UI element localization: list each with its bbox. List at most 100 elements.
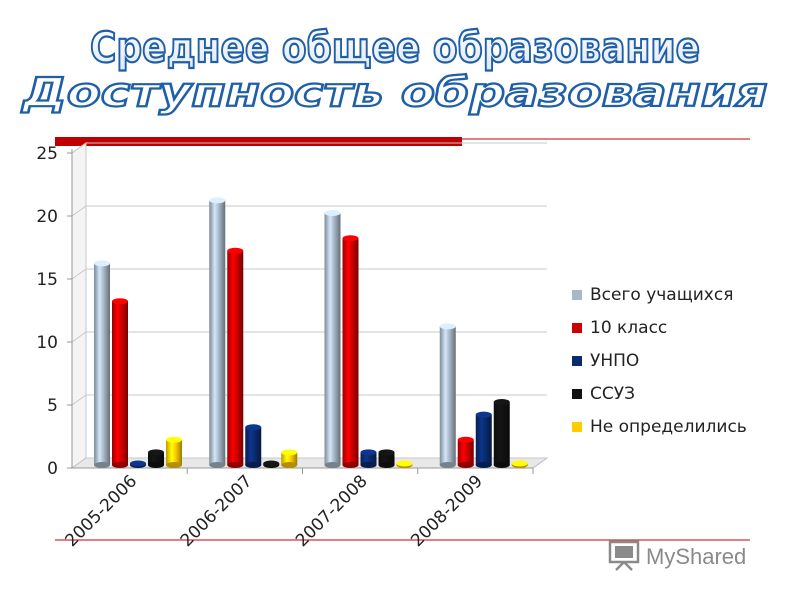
bar-body [324, 213, 341, 465]
bar-cap [378, 449, 395, 456]
bar-base [227, 462, 244, 468]
watermark: MyShared [608, 540, 746, 571]
bar-body [378, 452, 395, 465]
bar-body [281, 452, 298, 465]
bar-cap [281, 449, 298, 456]
y-tick-label: 15 [36, 270, 58, 290]
bar-body [94, 263, 110, 465]
bar [396, 460, 413, 468]
bar [166, 436, 182, 468]
bar-base [94, 462, 110, 468]
bar [130, 460, 146, 468]
bar-body [342, 238, 359, 465]
bar [324, 210, 341, 468]
y-tick-label: 10 [36, 333, 58, 353]
bar-base [324, 462, 341, 468]
bar [281, 449, 298, 468]
bar-base [245, 462, 262, 468]
bar [360, 449, 377, 468]
gridline-diag [71, 394, 87, 406]
axes [67, 149, 534, 474]
y-tick-label: 5 [47, 396, 58, 416]
bar-cap [166, 436, 182, 443]
bar [148, 449, 164, 468]
bar-cap [360, 449, 377, 456]
bar-cap [475, 411, 492, 418]
slide-title: Среднее общее образование [90, 23, 700, 72]
gridline-diag [71, 457, 87, 469]
legend-swatch [572, 356, 582, 366]
legend-swatch [572, 389, 582, 399]
red-accent-bar [55, 137, 462, 146]
bar [342, 235, 359, 468]
bar-base [342, 462, 359, 468]
x-tick-label: 2008-2009 [407, 471, 487, 551]
bar-base [378, 462, 395, 468]
gridline-diag [71, 331, 87, 343]
bar-body [227, 250, 244, 465]
bar [263, 460, 280, 468]
y-tick-label: 20 [36, 207, 58, 227]
bar-cap [457, 436, 474, 443]
bar-cap [324, 210, 341, 216]
bar-cap [396, 460, 413, 467]
bar-body [439, 326, 456, 465]
gridline-diag [71, 268, 87, 280]
presentation-icon [608, 540, 640, 571]
bar-cap [493, 399, 510, 405]
legend-label: 10 класс [590, 318, 667, 338]
watermark-text: MyShared [646, 544, 746, 569]
bar [511, 460, 528, 468]
bar [475, 411, 492, 468]
bar-body [245, 427, 262, 465]
bar-cap [112, 298, 128, 305]
legend-label: УНПО [590, 351, 639, 371]
bar-cap [227, 247, 244, 254]
bar-cap [94, 260, 110, 267]
bar-body [457, 439, 474, 465]
bar-base [148, 462, 164, 468]
bar [94, 260, 110, 468]
bar-base [360, 462, 377, 468]
side-wall [71, 142, 87, 469]
legend-label: Всего учащихся [590, 285, 733, 305]
x-tick-label: 2005-2006 [61, 471, 141, 551]
bar-base [439, 462, 456, 468]
bar-base [281, 462, 298, 468]
slide-subtitle: Доступность образования [20, 70, 767, 116]
bar-body [166, 439, 182, 465]
legend-swatch [572, 290, 582, 300]
legend-label: ССУЗ [590, 384, 635, 404]
bar-cap [342, 235, 359, 242]
gridline-diag [71, 205, 87, 217]
bar-base [112, 462, 128, 468]
bar [457, 436, 474, 468]
bar [493, 399, 510, 468]
bar-base [457, 462, 474, 468]
bar-body [112, 301, 128, 465]
bar [439, 323, 456, 468]
bar [227, 247, 244, 468]
bar-base [493, 462, 510, 468]
y-tick-label: 0 [47, 459, 58, 479]
bar-cap [263, 460, 280, 467]
gridline-diag [71, 142, 87, 154]
legend-label: Не определились [590, 417, 747, 437]
bar-body [209, 200, 226, 465]
bar-base [209, 462, 226, 468]
bar-cap [439, 323, 456, 330]
bar-body [475, 414, 492, 465]
bar-cap [511, 460, 528, 467]
bar-base [475, 462, 492, 468]
bar-cap [130, 460, 146, 467]
bar [378, 449, 395, 468]
x-tick-label: 2006-2007 [177, 471, 257, 551]
x-tick-label: 2007-2008 [292, 471, 372, 551]
bar [209, 197, 226, 468]
bar-cap [148, 449, 164, 456]
bar [245, 424, 262, 468]
bar-cap [245, 424, 262, 431]
bar [112, 298, 128, 468]
bar-base [166, 462, 182, 468]
